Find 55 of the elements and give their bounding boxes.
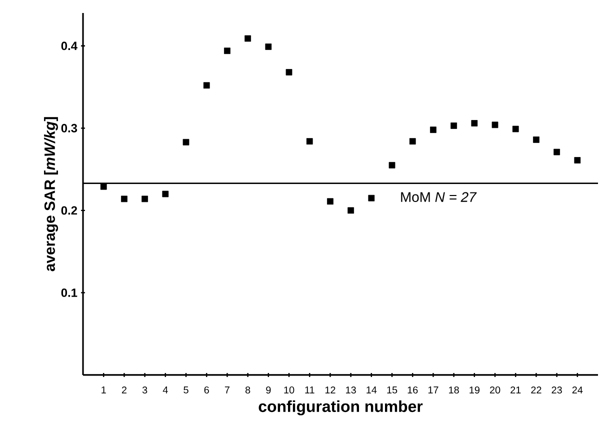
point — [450, 122, 457, 129]
x-tick-label: 22 — [531, 386, 542, 394]
point — [162, 190, 169, 198]
x-axis-title: configuration number — [258, 400, 423, 416]
point — [409, 138, 416, 145]
x-tick-label: 1 — [102, 386, 106, 394]
x-tick-label: 5 — [184, 386, 188, 394]
x-tick-label: 3 — [142, 386, 148, 394]
x-tick-label: 8 — [245, 386, 250, 394]
x-tick-label: 14 — [366, 386, 377, 394]
x-tick-label: 17 — [428, 386, 438, 394]
x-tick-label: 15 — [387, 386, 398, 394]
x-tick-label: 18 — [449, 386, 459, 394]
point — [471, 120, 478, 126]
point — [348, 207, 354, 214]
point — [430, 126, 436, 134]
point — [306, 138, 313, 145]
point — [286, 69, 292, 76]
x-tick-label: 11 — [305, 386, 314, 394]
y-axis-title: average SAR [mW/kg] — [44, 117, 58, 272]
point — [533, 136, 540, 143]
x-tick-label: 2 — [122, 386, 126, 394]
x-tick-label: 4 — [162, 386, 168, 394]
point — [182, 138, 190, 146]
point — [244, 35, 251, 42]
point — [100, 183, 107, 190]
x-tick-label: 19 — [470, 386, 480, 394]
x-tick-label: 7 — [224, 386, 230, 394]
point — [265, 44, 272, 50]
x-tick-label: 20 — [490, 386, 500, 394]
x-tick-label: 21 — [510, 386, 521, 394]
x-tick-label: 12 — [325, 386, 336, 394]
x-tick-label: 10 — [284, 386, 294, 394]
x-tick-label: 16 — [408, 386, 418, 394]
x-tick-label: 24 — [572, 386, 583, 394]
point — [121, 196, 128, 202]
point — [388, 162, 396, 168]
y-tick-label: 0.3 — [61, 124, 78, 132]
point — [368, 194, 375, 202]
y-tick-label: 0.1 — [61, 288, 78, 297]
x-tick-label: 6 — [204, 386, 209, 394]
point — [203, 82, 210, 89]
x-tick-label: 13 — [346, 386, 356, 394]
y-tick-label: 0.2 — [61, 206, 78, 215]
y-tick-label: 0.4 — [61, 42, 78, 50]
x-tick-label: 9 — [266, 386, 271, 394]
annotation: MoM N = 27 — [401, 192, 477, 202]
point — [224, 48, 230, 54]
point — [554, 148, 560, 156]
point — [142, 196, 148, 202]
x-tick-label: 23 — [552, 386, 562, 394]
point — [574, 157, 581, 164]
point — [492, 122, 498, 128]
point — [512, 126, 519, 132]
point — [327, 198, 334, 205]
